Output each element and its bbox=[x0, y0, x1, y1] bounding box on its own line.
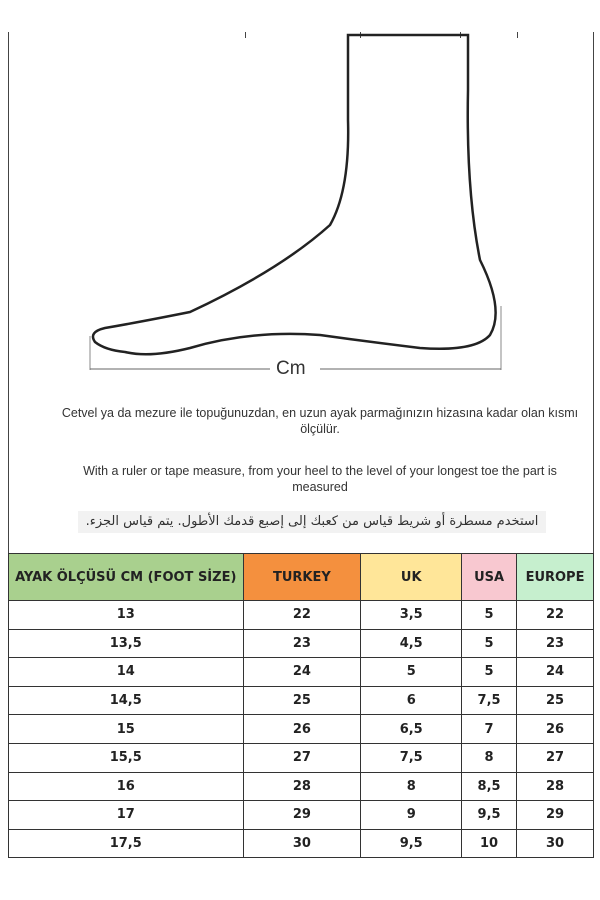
table-row: 15 26 6,5 7 26 bbox=[8, 714, 594, 744]
table-cell: 14,5 bbox=[8, 685, 244, 716]
table-cell: 7,5 bbox=[461, 685, 518, 716]
table-row: 17 29 9 9,5 29 bbox=[8, 800, 594, 830]
table-cell: 23 bbox=[242, 628, 362, 659]
table-cell: 8 bbox=[461, 742, 518, 773]
table-cell: 24 bbox=[242, 657, 362, 687]
column-header: EUROPE bbox=[516, 553, 594, 601]
table-cell: 30 bbox=[242, 828, 362, 859]
table-cell: 8,5 bbox=[461, 771, 518, 802]
table-cell: 25 bbox=[516, 685, 594, 716]
table-cell: 25 bbox=[242, 685, 362, 716]
table-cell: 5 bbox=[461, 600, 518, 630]
table-row: 14 24 5 5 24 bbox=[8, 657, 594, 687]
tick bbox=[517, 32, 518, 38]
table-cell: 22 bbox=[242, 600, 362, 630]
table-cell: 17 bbox=[8, 800, 244, 830]
table-cell: 5 bbox=[360, 657, 463, 687]
table-cell: 15 bbox=[8, 714, 244, 744]
table-cell: 17,5 bbox=[8, 828, 244, 859]
table-cell: 26 bbox=[242, 714, 362, 744]
table-cell: 28 bbox=[516, 771, 594, 802]
column-header: UK bbox=[360, 553, 463, 601]
measurement-unit-label: Cm bbox=[276, 358, 306, 379]
table-row: 13 22 3,5 5 22 bbox=[8, 600, 594, 630]
table-cell: 7,5 bbox=[360, 742, 463, 773]
table-cell: 5 bbox=[461, 657, 518, 687]
table-cell: 7 bbox=[461, 714, 518, 744]
table-cell: 29 bbox=[516, 800, 594, 830]
table-cell: 23 bbox=[516, 628, 594, 659]
instruction-english: With a ruler or tape measure, from your … bbox=[83, 464, 557, 494]
table-cell: 26 bbox=[516, 714, 594, 744]
table-row: 16 28 8 8,5 28 bbox=[8, 771, 594, 802]
table-cell: 9,5 bbox=[360, 828, 463, 859]
table-cell: 22 bbox=[516, 600, 594, 630]
foot-outline-illustration bbox=[89, 33, 502, 370]
table-cell: 15,5 bbox=[8, 742, 244, 773]
size-chart-table: AYAK ÖLÇÜSÜ CM (FOOT SİZE) TURKEY UK USA EUR… bbox=[8, 553, 594, 859]
column-header: USA bbox=[461, 553, 518, 601]
column-header: TURKEY bbox=[242, 553, 362, 601]
table-cell: 27 bbox=[516, 742, 594, 773]
tick bbox=[245, 32, 246, 38]
column-header: AYAK ÖLÇÜSÜ CM (FOOT SİZE) bbox=[8, 553, 244, 601]
diagram-frame bbox=[8, 32, 594, 553]
table-row: 15,5 27 7,5 8 27 bbox=[8, 742, 594, 773]
table-cell: 27 bbox=[242, 742, 362, 773]
table-cell: 29 bbox=[242, 800, 362, 830]
table-cell: 9 bbox=[360, 800, 463, 830]
instruction-arabic: استخدم مسطرة أو شريط قياس من كعبك إلى إص… bbox=[78, 511, 546, 533]
table-cell: 3,5 bbox=[360, 600, 463, 630]
table-row: 13,5 23 4,5 5 23 bbox=[8, 628, 594, 659]
instruction-turkish: Cetvel ya da mezure ile topuğunuzdan, en… bbox=[61, 406, 579, 436]
header-row: AYAK ÖLÇÜSÜ CM (FOOT SİZE) TURKEY UK USA EUR… bbox=[8, 553, 594, 601]
table-cell: 13 bbox=[8, 600, 244, 630]
table-row: 17,5 30 9,5 10 30 bbox=[8, 828, 594, 859]
table-cell: 8 bbox=[360, 771, 463, 802]
table-row: 14,5 25 6 7,5 25 bbox=[8, 685, 594, 716]
table-cell: 10 bbox=[461, 828, 518, 859]
table-cell: 5 bbox=[461, 628, 518, 659]
table-cell: 6 bbox=[360, 685, 463, 716]
table-cell: 4,5 bbox=[360, 628, 463, 659]
table-cell: 9,5 bbox=[461, 800, 518, 830]
table-cell: 28 bbox=[242, 771, 362, 802]
table-cell: 6,5 bbox=[360, 714, 463, 744]
table-cell: 24 bbox=[516, 657, 594, 687]
table-cell: 16 bbox=[8, 771, 244, 802]
table-cell: 13,5 bbox=[8, 628, 244, 659]
table-cell: 30 bbox=[516, 828, 594, 859]
table-cell: 14 bbox=[8, 657, 244, 687]
